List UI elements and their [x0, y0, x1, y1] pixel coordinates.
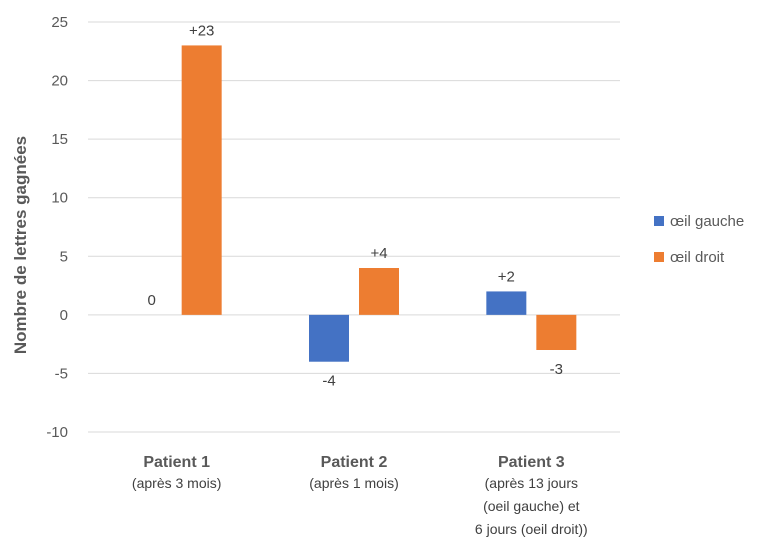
bars: [181, 45, 577, 362]
x-tick-sublabel: (après 13 jours: [485, 475, 578, 491]
y-tick-label: -10: [46, 424, 68, 441]
x-tick-label: Patient 1: [143, 454, 210, 471]
gridlines: [88, 21, 620, 433]
data-label: +4: [370, 245, 387, 262]
legend-entry: œil gauche: [670, 213, 744, 230]
bar: [359, 268, 399, 315]
legend-entry: œil droit: [670, 249, 725, 266]
data-labels: 0 +23 -4 +4 +2 -3: [147, 22, 563, 389]
bar: [309, 314, 349, 362]
legend: œil gauche œil droit: [654, 213, 744, 266]
y-axis-title: Nombre de lettres gagnées: [11, 136, 30, 354]
x-tick-sublabel: (après 3 mois): [132, 475, 221, 491]
y-tick-label: 5: [60, 248, 68, 265]
data-label: +2: [498, 268, 515, 285]
y-tick-label: 25: [51, 14, 68, 31]
y-tick-label: -5: [55, 365, 68, 382]
bar: [486, 291, 527, 315]
y-tick-label: 15: [51, 131, 68, 148]
legend-swatch: [654, 216, 664, 226]
x-tick-sublabel: (oeil gauche) et: [483, 498, 580, 514]
x-tick-sublabel: 6 jours (oeil droit)): [475, 521, 588, 537]
legend-swatch: [654, 252, 664, 262]
x-tick-label: Patient 2: [321, 454, 388, 471]
data-label: -4: [322, 373, 335, 390]
x-axis-categories: Patient 1 (après 3 mois) Patient 2 (après 1…: [132, 454, 588, 537]
x-tick-label: Patient 3: [498, 454, 565, 471]
bar: [181, 45, 222, 315]
y-axis-ticks: -10 -5 0 5 10 15 20 25: [46, 14, 68, 441]
bar: [536, 314, 577, 350]
y-tick-label: 10: [51, 190, 68, 207]
data-label: +23: [189, 22, 214, 39]
x-tick-sublabel: (après 1 mois): [309, 475, 398, 491]
y-tick-label: 0: [60, 307, 68, 324]
y-tick-label: 20: [51, 73, 68, 90]
data-label: -3: [550, 361, 563, 378]
data-label: 0: [147, 292, 155, 309]
